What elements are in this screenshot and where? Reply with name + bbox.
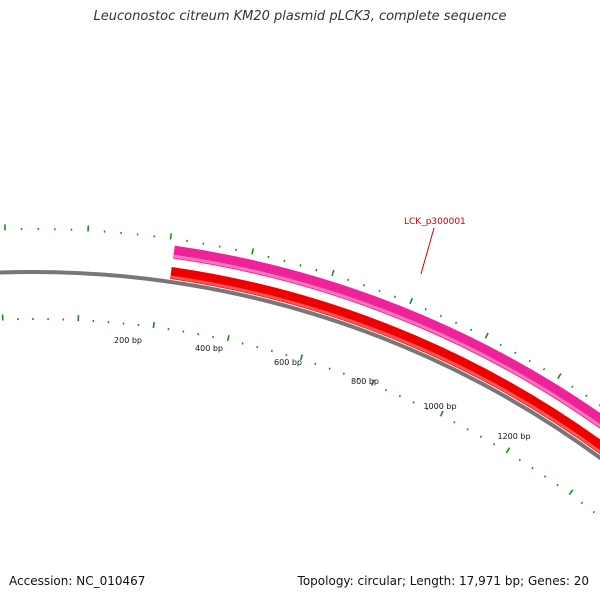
- inner-major-tick: [299, 354, 304, 361]
- inner-minor-tick: [256, 345, 259, 349]
- inner-major-tick: [152, 321, 155, 329]
- outer-minor-tick: [514, 351, 517, 355]
- inner-major-tick: [505, 447, 511, 454]
- outer-minor-tick: [299, 264, 302, 267]
- outer-major-tick: [484, 332, 489, 339]
- ruler-label: 800 bp: [351, 377, 379, 386]
- inner-minor-tick: [592, 510, 596, 514]
- outer-minor-tick: [393, 295, 397, 298]
- inner-major-tick: [439, 410, 444, 417]
- outer-tick-ring: [4, 224, 600, 407]
- gene-label-LCK_p300001[interactable]: LCK_p300001: [404, 217, 466, 227]
- inner-minor-tick: [580, 501, 584, 505]
- gene-arc-highlight: [173, 254, 600, 428]
- outer-minor-tick: [378, 289, 381, 293]
- inner-minor-tick: [270, 349, 273, 352]
- inner-minor-tick: [531, 466, 534, 470]
- outer-minor-tick: [424, 308, 427, 311]
- inner-minor-tick: [314, 362, 317, 366]
- inner-major-tick: [226, 335, 230, 342]
- ruler-label: 1000 bp: [423, 402, 456, 411]
- inner-minor-tick: [466, 428, 469, 431]
- outer-minor-tick: [469, 328, 473, 332]
- outer-major-tick: [169, 233, 173, 240]
- outer-minor-tick: [542, 367, 546, 371]
- ruler-label: 1200 bp: [497, 432, 530, 441]
- outer-minor-tick: [267, 255, 270, 259]
- outer-major-tick: [557, 373, 562, 380]
- inner-major-tick: [370, 379, 375, 386]
- outer-major-tick: [409, 297, 414, 305]
- outer-minor-tick: [585, 394, 588, 398]
- ruler-label: 200 bp: [114, 336, 142, 345]
- outer-minor-tick: [283, 259, 286, 263]
- outer-minor-tick: [439, 314, 442, 318]
- gene-arc-LCK_p300001[interactable]: [172, 245, 600, 451]
- inner-minor-tick: [492, 443, 496, 446]
- inner-minor-tick: [342, 372, 345, 375]
- ruler-label: 400 bp: [195, 344, 223, 353]
- map-title: Leuconostoc citreum KM20 plasmid pLCK3, …: [93, 9, 507, 24]
- inner-minor-tick: [556, 483, 559, 487]
- outer-minor-tick: [315, 268, 318, 272]
- outer-major-tick: [251, 248, 255, 255]
- inner-minor-tick: [543, 475, 547, 478]
- outer-major-tick: [331, 269, 335, 277]
- inner-minor-tick: [356, 377, 360, 381]
- outer-minor-tick: [571, 385, 574, 388]
- gene-label-leader: [420, 227, 435, 275]
- outer-minor-tick: [454, 321, 458, 325]
- inner-minor-tick: [426, 407, 429, 411]
- accession-text: Accession: NC_010467: [9, 574, 146, 588]
- inner-minor-tick: [518, 458, 521, 462]
- inner-minor-tick: [285, 353, 288, 357]
- cds-arc-highlight: [170, 275, 600, 454]
- outer-minor-tick: [499, 343, 502, 347]
- outer-minor-tick: [528, 359, 531, 363]
- inner-minor-tick: [479, 435, 483, 438]
- outer-minor-tick: [362, 284, 365, 287]
- inner-tick-ring: [1, 314, 596, 514]
- inner-minor-tick: [328, 367, 331, 370]
- inner-minor-tick: [241, 342, 244, 345]
- outer-minor-tick: [347, 278, 350, 282]
- ruler-label: 600 bp: [274, 358, 302, 367]
- inner-minor-tick: [412, 401, 415, 404]
- plasmid-backbone: [0, 269, 600, 461]
- inner-minor-tick: [384, 388, 388, 392]
- tick-label-group: 200 bp 400 bp 600 bp 800 bp 1000 bp 1200 bp: [114, 336, 531, 441]
- inner-major-tick: [568, 489, 574, 496]
- topology-summary: Topology: circular; Length: 17,971 bp; G…: [297, 574, 589, 588]
- inner-minor-tick: [453, 421, 456, 424]
- inner-minor-tick: [398, 394, 401, 398]
- cds-arc[interactable]: [170, 266, 600, 468]
